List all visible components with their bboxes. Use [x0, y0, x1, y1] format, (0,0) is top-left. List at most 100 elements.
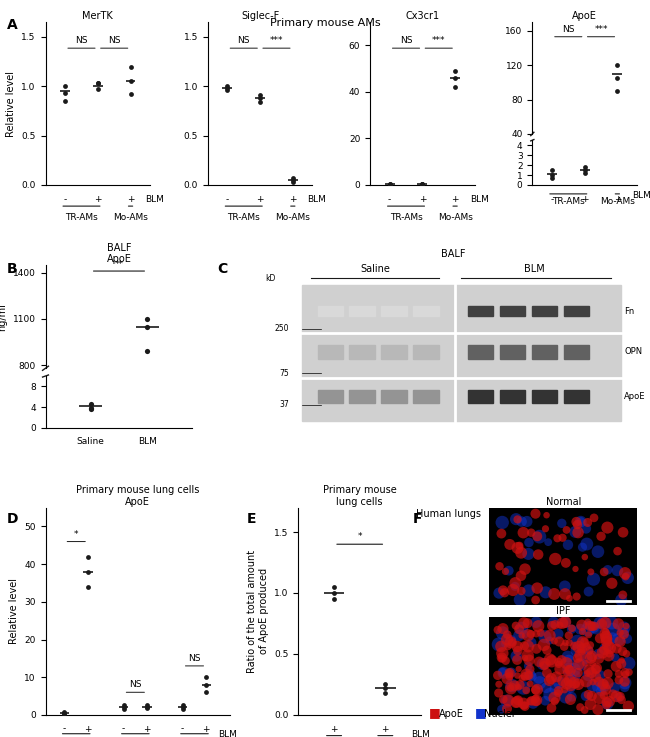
Text: Human lungs: Human lungs — [416, 509, 481, 519]
Point — [580, 690, 591, 702]
Point — [569, 640, 580, 652]
Point — [564, 663, 575, 675]
Point — [606, 617, 617, 629]
Point — [255, 92, 265, 104]
Point — [584, 645, 595, 657]
Point — [570, 526, 580, 538]
Point — [567, 623, 577, 635]
Point — [417, 178, 428, 190]
Text: BLM: BLM — [470, 195, 489, 203]
Point — [614, 691, 624, 703]
Point — [450, 65, 460, 77]
Point — [560, 616, 570, 628]
Point — [611, 691, 621, 702]
Point — [616, 594, 627, 606]
Point — [201, 679, 211, 691]
Point — [618, 589, 628, 601]
Point — [583, 688, 593, 700]
Point — [329, 593, 339, 605]
Point — [532, 582, 542, 594]
Point — [582, 616, 593, 628]
Point — [587, 621, 597, 632]
Point — [497, 666, 508, 678]
Point — [564, 629, 574, 641]
Point — [497, 627, 508, 639]
Text: 250: 250 — [274, 324, 289, 333]
Point — [177, 702, 188, 713]
Point — [508, 584, 518, 596]
Point — [602, 696, 612, 708]
Text: ***: *** — [432, 36, 445, 45]
Point — [545, 688, 555, 700]
Point — [60, 87, 70, 99]
Point — [579, 161, 590, 173]
Point — [512, 670, 523, 682]
Title: ApoE: ApoE — [572, 11, 597, 21]
Point — [579, 161, 590, 173]
Point — [519, 629, 529, 640]
Point — [519, 699, 529, 711]
Text: OPN: OPN — [624, 347, 642, 356]
Point — [562, 524, 572, 536]
Point — [562, 651, 573, 663]
Point — [577, 643, 587, 654]
Point — [531, 643, 541, 654]
Point — [547, 655, 557, 667]
Point — [590, 671, 601, 682]
Point — [516, 516, 526, 528]
Point — [493, 624, 503, 636]
Title: Siglec-F: Siglec-F — [241, 11, 280, 21]
Point — [500, 638, 510, 649]
Point — [560, 616, 571, 628]
Point — [593, 546, 603, 558]
Point — [579, 161, 590, 173]
Point — [555, 663, 566, 675]
Y-axis label: Ratio of the total amount
of ApoE produced: Ratio of the total amount of ApoE produc… — [247, 550, 268, 673]
Point — [566, 624, 577, 635]
Point — [496, 640, 506, 652]
Point — [575, 649, 586, 661]
Point — [601, 683, 611, 695]
Point — [582, 517, 593, 528]
Point — [545, 654, 555, 666]
Y-axis label: ng/ml: ng/ml — [0, 303, 7, 330]
Point — [608, 624, 618, 635]
Point — [576, 659, 586, 671]
Bar — [413, 345, 439, 358]
Point — [541, 682, 551, 694]
Title: BALF: BALF — [441, 248, 465, 259]
Point — [603, 677, 613, 689]
Point — [549, 635, 560, 647]
Point — [520, 700, 530, 712]
Point — [543, 537, 553, 548]
Point — [579, 635, 590, 647]
Bar — [500, 345, 525, 358]
Text: BLM: BLM — [218, 730, 237, 737]
Point — [588, 573, 599, 585]
Point — [523, 660, 534, 672]
Point — [384, 178, 395, 190]
Title: IPF: IPF — [556, 607, 571, 616]
Point — [497, 517, 508, 528]
Bar — [350, 345, 375, 358]
Text: kD: kD — [266, 274, 276, 283]
Point — [525, 695, 536, 707]
Text: ***: *** — [594, 25, 608, 34]
Point — [83, 581, 93, 593]
Point — [586, 666, 597, 678]
Point — [598, 678, 608, 690]
Point — [560, 637, 571, 649]
Bar — [413, 306, 439, 316]
Bar — [468, 345, 493, 358]
Bar — [413, 391, 439, 402]
Point — [142, 313, 153, 325]
Bar — [318, 391, 343, 402]
Point — [513, 694, 523, 706]
Text: B: B — [6, 262, 17, 276]
Point — [603, 668, 613, 680]
Text: NS: NS — [129, 680, 142, 689]
Point — [588, 657, 598, 669]
Point — [142, 702, 152, 713]
Title: BALF
ApoE: BALF ApoE — [107, 242, 131, 264]
Point — [566, 673, 576, 685]
